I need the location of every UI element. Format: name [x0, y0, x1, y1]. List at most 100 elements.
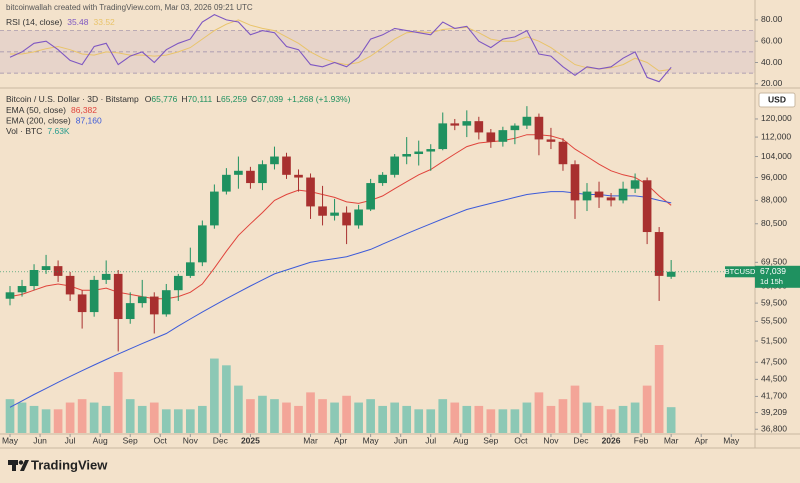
candle-body — [113, 273, 123, 320]
x-tick-label: Jun — [33, 435, 47, 445]
x-tick-label: Jul — [65, 435, 76, 445]
y-tick-label: 41,700 — [761, 391, 787, 401]
candle-body — [306, 177, 315, 207]
volume-bar — [546, 405, 556, 433]
price-box — [755, 265, 800, 288]
candle-body — [210, 191, 219, 226]
volume-bar — [137, 405, 147, 433]
x-tick-label: Apr — [334, 435, 347, 445]
volume-bar — [354, 402, 363, 433]
volume-bar — [510, 409, 520, 433]
x-tick-label: Mar — [303, 435, 318, 445]
volume-bar — [258, 395, 267, 433]
volume-bar — [342, 395, 351, 433]
candle-body — [258, 164, 267, 184]
volume-bar — [29, 405, 39, 433]
volume-bar — [330, 402, 339, 433]
candle-body — [366, 183, 375, 210]
volume-bar — [65, 402, 75, 433]
candle-body — [354, 209, 363, 226]
x-tick-label: Oct — [154, 435, 168, 445]
volume-bar — [101, 405, 111, 433]
volume-bar — [173, 409, 183, 433]
candle-body — [510, 125, 520, 131]
y-tick-label: 44,500 — [761, 374, 787, 384]
candle-body — [414, 151, 424, 155]
x-tick-label: Feb — [634, 435, 649, 445]
volume-bar — [77, 399, 87, 433]
volume-bar — [630, 402, 640, 433]
ohlc-value: 65,259 — [221, 94, 247, 104]
credit: bitcoinwallah created with TradingView.c… — [6, 3, 253, 12]
candle-body — [137, 296, 147, 304]
candle-body — [474, 121, 484, 133]
rsi-ma-line — [10, 19, 672, 72]
x-tick-label: Jul — [425, 435, 436, 445]
volume-legend: Vol · BTC 7.63K — [6, 126, 70, 136]
y-tick-label: 55,500 — [761, 316, 787, 326]
y-tick-label: 80,500 — [761, 218, 787, 228]
candle-body — [222, 174, 231, 192]
candle-body — [5, 292, 15, 299]
countdown: 1d 15h — [760, 277, 783, 286]
y-tick-label: 120,000 — [761, 113, 792, 123]
volume-bar — [654, 345, 664, 433]
symbol-box — [725, 266, 755, 278]
ohlc-value: 65,776 — [151, 94, 177, 104]
volume-bar — [318, 399, 327, 433]
rsi-tick-label: 20.00 — [761, 78, 783, 88]
volume-bar — [198, 405, 207, 433]
symbol-label: BTCUSD — [725, 267, 756, 276]
ema-legend: EMA (200, close) 87,160 — [6, 116, 102, 126]
candle-body — [173, 275, 183, 291]
volume-bar — [17, 402, 27, 433]
volume-bar — [149, 402, 159, 433]
volume-bar — [594, 405, 604, 433]
x-tick-label: Nov — [183, 435, 199, 445]
candle-body — [270, 156, 279, 165]
volume-bar — [474, 405, 484, 433]
x-tick-label: Apr — [695, 435, 708, 445]
ema-value: 87,160 — [76, 116, 102, 126]
currency: USD — [768, 94, 786, 104]
ohlc-letter: C — [251, 94, 257, 104]
volume-bar — [402, 405, 412, 433]
candle-body — [29, 269, 39, 287]
ema-line — [9, 191, 672, 408]
volume-bar — [246, 399, 255, 433]
y-tick-label: 96,000 — [761, 172, 787, 182]
volume-bar — [618, 405, 628, 433]
candle-body — [198, 225, 207, 263]
candle-body — [282, 156, 291, 175]
ohlc-letter: H — [181, 94, 187, 104]
volume-bar — [53, 409, 63, 433]
logo-mark — [18, 460, 24, 465]
candle-body — [41, 266, 51, 270]
brand: TradingView — [31, 457, 108, 472]
candle-body — [89, 279, 99, 313]
ema-name: EMA (200, close) — [6, 116, 71, 126]
candle-body — [378, 174, 387, 184]
candle-body — [330, 212, 339, 216]
candle-body — [234, 170, 243, 175]
volume-bar — [558, 399, 568, 433]
rsi-legend: RSI (14, close) 35.48 33.52 — [6, 17, 115, 27]
candle-body — [594, 191, 604, 198]
ema-value: 86,382 — [71, 105, 97, 115]
candle-body — [149, 296, 159, 315]
candle-body — [246, 170, 255, 184]
volume-bar — [426, 409, 436, 433]
rsi-tick-label: 80.00 — [761, 14, 783, 24]
rsi-tick-label: 60.00 — [761, 35, 783, 45]
volume-bar — [582, 402, 592, 433]
volume-bar — [498, 409, 508, 433]
candle-body — [558, 141, 568, 165]
logo-mark — [20, 460, 29, 471]
volume-bar — [234, 385, 243, 433]
volume-bar — [570, 385, 580, 433]
x-tick-label: Dec — [213, 435, 229, 445]
candle-body — [522, 116, 532, 126]
candle-body — [450, 123, 460, 126]
candle-body — [606, 197, 616, 201]
